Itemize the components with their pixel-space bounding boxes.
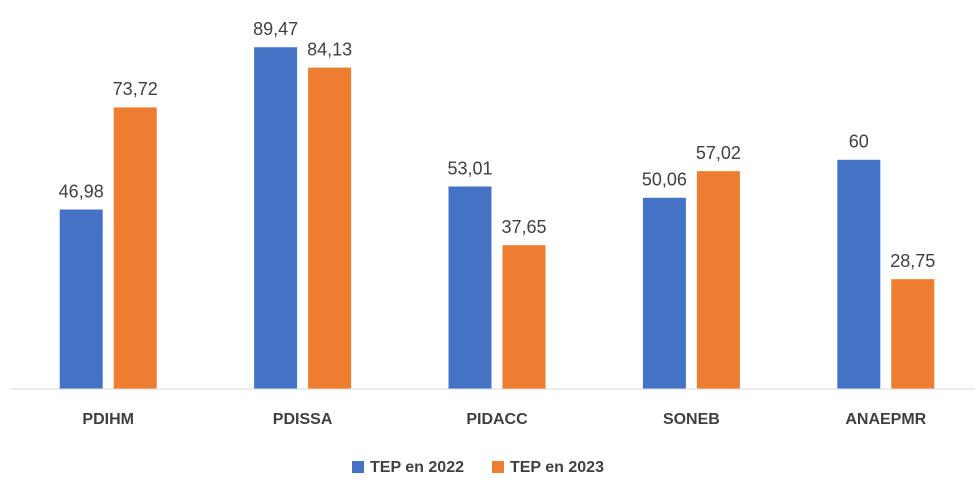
data-label: 50,06 (642, 170, 687, 190)
data-label: 53,01 (447, 158, 492, 178)
legend-swatch (491, 461, 504, 473)
bar (502, 245, 546, 389)
bar (448, 186, 492, 389)
legend-swatch (352, 461, 364, 473)
bar (308, 67, 352, 389)
data-label: 37,65 (501, 217, 546, 237)
bar (696, 171, 740, 389)
bar (254, 47, 298, 389)
data-label: 73,72 (113, 79, 158, 99)
data-label: 84,13 (307, 39, 352, 59)
bar (891, 279, 935, 389)
bar (59, 209, 103, 389)
legend-label: TEP en 2023 (510, 459, 604, 476)
legend-label: TEP en 2022 (370, 459, 464, 476)
bar (642, 197, 686, 389)
bar (113, 107, 157, 390)
x-tick-label: PDISSA (273, 411, 333, 428)
data-label: 46,98 (59, 181, 104, 201)
x-tick-label: SONEB (663, 411, 720, 428)
x-tick-label: PIDACC (466, 411, 528, 428)
x-tick-label: PDIHM (82, 411, 134, 428)
bar (837, 159, 881, 389)
data-label: 57,02 (696, 143, 741, 163)
data-label: 89,47 (253, 19, 298, 39)
data-label: 28,75 (890, 251, 935, 271)
data-label: 60 (849, 132, 869, 152)
x-tick-label: ANAEPMR (845, 411, 926, 428)
